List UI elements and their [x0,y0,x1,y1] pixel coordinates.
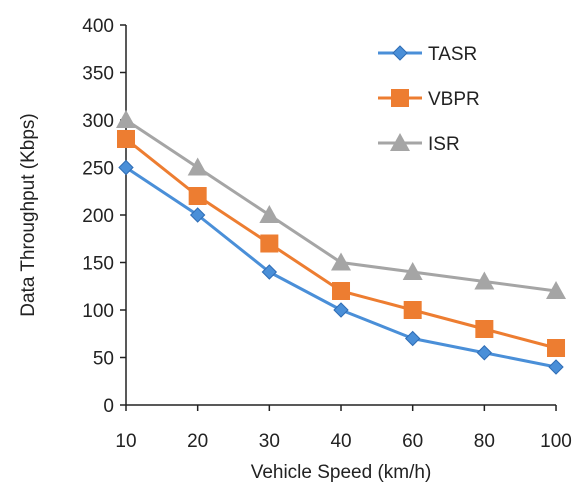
data-point-isr [546,281,567,299]
legend-marker [390,133,410,151]
y-tick-label: 50 [93,349,114,370]
data-point-vbpr [403,301,422,319]
x-tick-label: 80 [474,431,495,452]
data-point-isr [187,157,208,176]
y-tick-label: 350 [82,64,114,85]
legend-label: VBPR [428,89,480,110]
y-axis-title: Data Throughput (Kbps) [18,113,39,317]
x-tick-label: 30 [259,431,280,452]
y-tick-label: 300 [82,111,114,132]
y-tick-label: 100 [82,301,114,322]
data-point-tasr [118,159,134,176]
x-tick-label: 60 [402,431,423,452]
data-point-vbpr [260,234,279,253]
data-point-vbpr [117,130,135,148]
legend-item-vbpr: VBPR [378,89,480,110]
legend-marker [392,45,408,61]
y-tick-label: 250 [82,159,114,180]
data-point-tasr [189,207,206,223]
data-point-isr [331,252,352,271]
series-tasr [118,159,564,375]
data-point-tasr [404,330,421,347]
legend-marker [391,89,409,107]
data-point-tasr [261,264,278,280]
data-point-vbpr [475,320,494,338]
data-point-tasr [476,345,493,361]
series-isr [116,110,567,299]
x-tick-label: 10 [115,431,136,452]
x-axis-title: Vehicle Speed (km/h) [251,462,432,483]
data-point-vbpr [547,339,566,357]
legend-label: ISR [428,134,460,155]
data-point-tasr [333,302,349,318]
x-axis-ticks: 10 20 30 40 60 80 100 [115,405,572,452]
x-tick-label: 20 [187,431,208,452]
plot-area: 0 50 100 150 200 250 300 350 400 10 20 30 40 60 80 100 [82,16,572,452]
data-point-isr [116,110,136,128]
data-point-isr [259,205,280,223]
legend-item-tasr: TASR [378,44,477,65]
y-tick-label: 200 [82,206,114,227]
y-axis-ticks: 0 50 100 150 200 250 300 350 400 [82,16,126,417]
legend-label: TASR [428,44,477,65]
data-point-isr [402,262,423,280]
y-tick-label: 150 [82,254,114,275]
data-point-vbpr [332,282,351,300]
series-layer [116,110,567,375]
series-vbpr [117,130,566,357]
x-tick-label: 40 [330,431,351,452]
legend: TASR VBPR ISR [378,44,480,155]
data-point-vbpr [188,187,207,205]
legend-item-isr: ISR [378,133,460,155]
data-point-isr [474,271,495,290]
y-tick-label: 0 [103,396,114,417]
data-point-tasr [548,359,564,375]
x-tick-label: 100 [540,431,572,452]
y-tick-label: 400 [82,16,114,37]
